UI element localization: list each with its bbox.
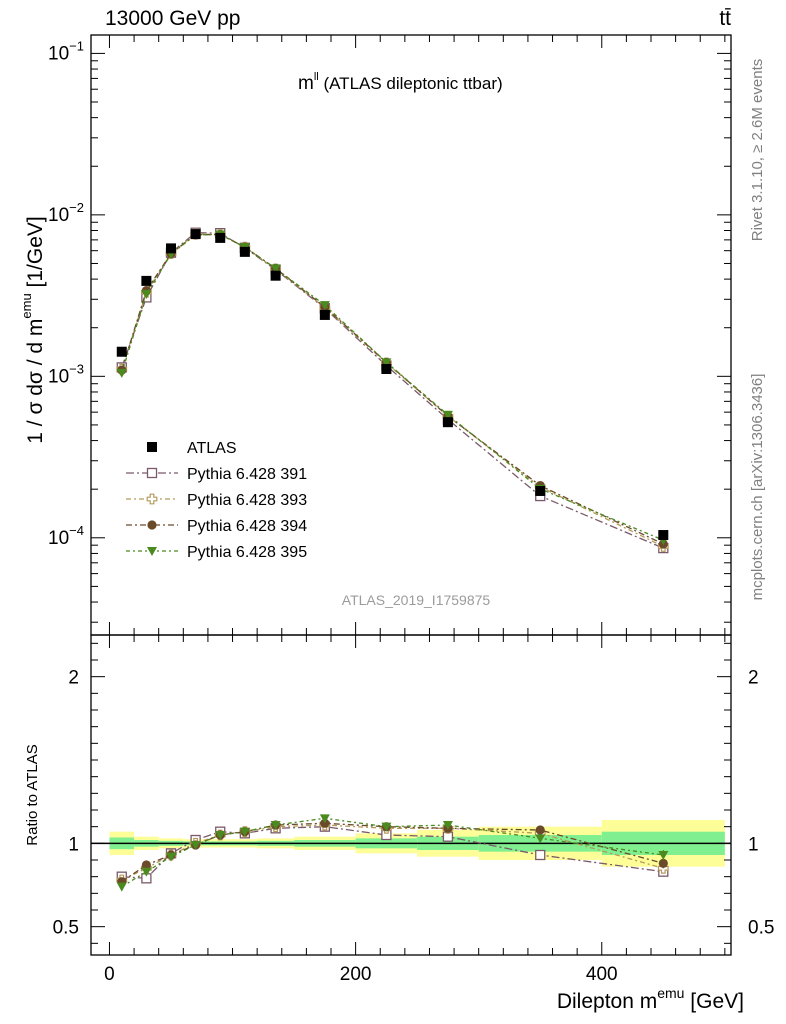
legend-label: ATLAS xyxy=(187,440,237,457)
x-tick-label: 400 xyxy=(586,964,618,985)
data-point xyxy=(166,243,176,254)
legend: ATLAS Pythia 6.428 391 Pythia 6.428 393 Pyt… xyxy=(126,440,307,561)
ratio-series-point xyxy=(320,818,330,828)
main-y-tick-label: 10−3 xyxy=(48,361,84,387)
x-axis-label-unit: [GeV] xyxy=(684,990,744,1013)
main-series-line xyxy=(121,233,664,541)
legend-label: Pythia 6.428 391 xyxy=(187,466,307,483)
data-point xyxy=(215,232,226,243)
main-y-tick-label-base: 10 xyxy=(48,366,69,387)
ratio-series-point xyxy=(535,834,546,844)
main-y-tick-label-exp: −2 xyxy=(69,200,84,215)
x-axis-label-text: Dilepton m xyxy=(557,990,657,1013)
main-y-tick-label-base: 10 xyxy=(48,43,69,64)
main-series-point xyxy=(141,289,152,299)
ratio-series-point xyxy=(535,849,546,861)
x-tick-label: 0 xyxy=(104,964,115,985)
main-series-point xyxy=(270,264,281,274)
main-series-point xyxy=(319,301,330,311)
ratio-series-point xyxy=(141,860,151,870)
legend-marker xyxy=(146,467,158,479)
main-series-point xyxy=(381,358,392,368)
main-y-tick-label-base: 10 xyxy=(48,205,69,226)
main-y-tick-label: 10−1 xyxy=(48,38,84,64)
ratio-series-point xyxy=(442,821,453,830)
data-point xyxy=(381,364,392,375)
main-series-point xyxy=(442,410,453,420)
legend-label: Pythia 6.428 393 xyxy=(187,492,307,509)
plot-title-m: m xyxy=(298,73,314,94)
ratio-series-point xyxy=(116,882,127,892)
ratio-series-point xyxy=(141,867,152,877)
main-y-tick-label-exp: −4 xyxy=(69,523,84,538)
ratio-series-point xyxy=(190,841,201,850)
data-point xyxy=(658,530,669,541)
ratio-series-point xyxy=(535,825,545,835)
legend-marker xyxy=(147,442,157,452)
main-series-point xyxy=(116,368,127,378)
data-point xyxy=(190,229,201,240)
ratio-series-point xyxy=(166,852,176,862)
ratio-y-tick-label-right: 0.5 xyxy=(748,918,774,939)
legend-marker xyxy=(147,520,157,530)
main-y-tick-label-exp: −1 xyxy=(69,38,84,53)
data-point xyxy=(141,275,152,286)
ratio-panel: 2 2 1 1 0.5 0.5 Ratio to ATLAS 0 200 400 Dilept… xyxy=(24,634,774,1013)
plot-title-rest: (ATLAS dileptonic ttbar) xyxy=(319,74,503,93)
main-y-axis-label-text: 1 / σ dσ / d m xyxy=(24,319,47,444)
main-panel: 10−110−210−310−4 mll (ATLAS dileptonic t… xyxy=(19,34,732,636)
data-point xyxy=(319,309,330,320)
main-y-tick-label: 10−4 xyxy=(48,523,84,549)
ratio-y-tick-label: 0.5 xyxy=(53,918,79,939)
watermark: ATLAS_2019_I1759875 xyxy=(342,592,491,608)
ratio-series-line xyxy=(121,817,664,888)
ratio-y-axis-label: Ratio to ATLAS xyxy=(24,744,41,845)
main-y-axis-label-sup: emu xyxy=(19,293,34,318)
main-y-tick-label: 10−2 xyxy=(48,200,84,226)
mcplots-label: mcplots.cern.ch [arXiv:1306.3436] xyxy=(749,374,766,601)
ratio-y-tick-label-right: 2 xyxy=(748,668,759,689)
rivet-label: Rivet 3.1.10, ≥ 2.6M events xyxy=(749,59,766,242)
ratio-series-point xyxy=(215,831,226,840)
data-point xyxy=(116,346,127,357)
ratio-series-point xyxy=(270,821,281,830)
legend-label: Pythia 6.428 394 xyxy=(187,518,307,535)
ratio-series-point xyxy=(658,858,668,868)
main-y-axis-label-unit: [1/GeV] xyxy=(24,216,47,293)
plot-title-sup: ll xyxy=(314,71,319,83)
ratio-series-point xyxy=(658,851,669,860)
legend-marker xyxy=(146,493,158,505)
legend-marker xyxy=(147,547,157,556)
main-y-tick-label-exp: −3 xyxy=(69,361,84,376)
x-axis-label: Dilepton memu [GeV] xyxy=(557,985,744,1013)
ratio-frame xyxy=(90,634,732,956)
data-point xyxy=(270,270,281,281)
data-point xyxy=(239,246,250,257)
ratio-series-point xyxy=(319,814,330,824)
main-y-tick-label-base: 10 xyxy=(48,528,69,549)
x-tick-label: 200 xyxy=(340,964,372,985)
ratio-y-tick-label: 2 xyxy=(68,668,79,689)
energy-label: 13000 GeV pp xyxy=(105,7,240,30)
data-point xyxy=(442,417,453,428)
plot-title: mll (ATLAS dileptonic ttbar) xyxy=(298,71,503,94)
legend-label: Pythia 6.428 395 xyxy=(187,544,307,561)
ratio-y-tick-label-right: 1 xyxy=(748,834,759,855)
ratio-series-point xyxy=(381,822,392,832)
data-point xyxy=(535,485,546,496)
process-label: tt̄ xyxy=(719,7,731,30)
ratio-y-tick-label: 1 xyxy=(68,834,79,855)
x-axis-label-sup: emu xyxy=(657,985,684,1001)
main-y-axis-label: 1 / σ dσ / d memu [1/GeV] xyxy=(19,216,47,443)
ratio-series-point xyxy=(239,827,250,837)
